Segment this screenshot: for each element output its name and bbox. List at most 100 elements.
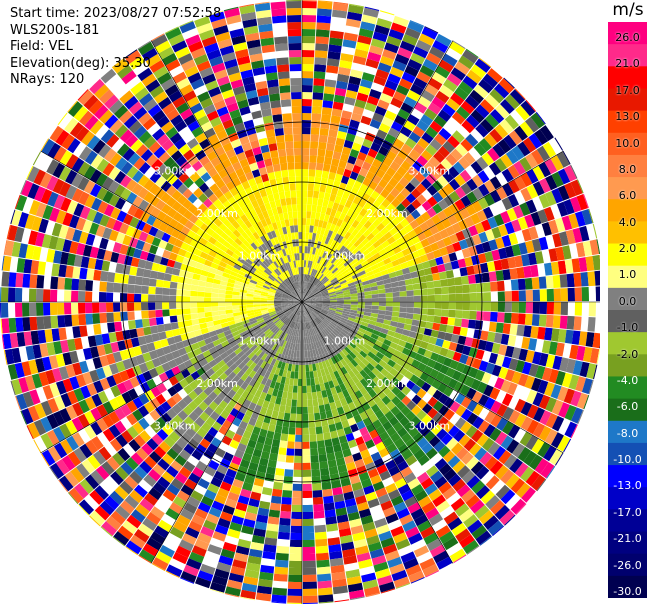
- velocity-gate: [303, 308, 306, 316]
- velocity-gate: [478, 138, 492, 152]
- velocity-gate: [253, 299, 261, 302]
- velocity-gate: [188, 551, 205, 564]
- velocity-gate: [401, 489, 414, 502]
- velocity-gate: [142, 517, 158, 531]
- velocity-gate: [466, 191, 478, 204]
- velocity-gate: [272, 374, 279, 382]
- velocity-gate: [297, 302, 302, 308]
- velocity-gate: [476, 283, 484, 293]
- velocity-gate: [406, 302, 415, 308]
- velocity-gate: [341, 484, 353, 494]
- velocity-gate: [71, 302, 79, 315]
- velocity-gate: [374, 256, 383, 264]
- velocity-gate: [337, 275, 345, 281]
- velocity-gate: [225, 298, 233, 302]
- velocity-gate: [315, 384, 321, 392]
- velocity-gate: [1, 271, 10, 287]
- velocity-gate: [385, 310, 393, 316]
- velocity-gate: [217, 359, 226, 369]
- velocity-gate: [439, 228, 449, 239]
- velocity-gate: [182, 394, 193, 405]
- velocity-gate: [299, 337, 302, 344]
- velocity-gate: [558, 402, 570, 418]
- velocity-gate: [420, 238, 430, 248]
- velocity-gate: [161, 362, 171, 372]
- velocity-gate: [399, 242, 408, 251]
- velocity-gate: [188, 336, 198, 345]
- velocity-gate: [49, 302, 58, 316]
- velocity-gate: [183, 384, 194, 395]
- velocity-gate: [254, 419, 264, 429]
- velocity-gate: [37, 329, 47, 344]
- velocity-gate: [27, 405, 40, 422]
- velocity-gate: [225, 302, 233, 306]
- velocity-gate: [545, 275, 554, 289]
- velocity-gate: [302, 21, 316, 30]
- velocity-gate: [298, 308, 301, 316]
- velocity-gate: [308, 299, 316, 301]
- velocity-gate: [312, 197, 319, 206]
- velocity-gate: [275, 552, 289, 561]
- velocity-gate: [283, 412, 291, 421]
- velocity-gate: [353, 322, 361, 328]
- velocity-gate: [462, 539, 479, 554]
- velocity-gate: [489, 387, 501, 400]
- velocity-gate: [436, 239, 446, 249]
- velocity-gate: [146, 342, 156, 352]
- velocity-gate: [421, 442, 434, 454]
- velocity-gate: [245, 367, 253, 376]
- velocity-gate: [246, 307, 254, 311]
- velocity-gate: [595, 286, 600, 302]
- velocity-gate: [249, 362, 257, 370]
- velocity-gate: [443, 468, 457, 482]
- velocity-gate: [327, 136, 337, 145]
- velocity-gate: [308, 304, 316, 308]
- velocity-gate: [357, 35, 372, 45]
- velocity-gate: [351, 142, 362, 152]
- velocity-gate: [218, 293, 226, 298]
- velocity-gate: [284, 326, 290, 334]
- velocity-gate: [249, 319, 258, 325]
- velocity-gate: [365, 58, 380, 69]
- velocity-gate: [388, 177, 399, 188]
- velocity-gate: [321, 308, 329, 312]
- velocity-gate: [93, 323, 102, 335]
- velocity-gate: [539, 289, 547, 302]
- velocity-gate: [322, 353, 328, 361]
- velocity-gate: [264, 328, 271, 335]
- velocity-gate: [475, 349, 485, 360]
- velocity-gate: [309, 313, 314, 321]
- velocity-gate: [305, 274, 308, 282]
- velocity-gate: [564, 165, 577, 182]
- velocity-gate: [432, 249, 442, 259]
- velocity-gate: [103, 250, 113, 262]
- velocity-gate: [291, 504, 302, 512]
- velocity-gate: [326, 262, 333, 270]
- velocity-gate: [226, 579, 243, 590]
- velocity-gate: [429, 138, 442, 151]
- velocity-gate: [350, 299, 358, 302]
- velocity-gate: [277, 184, 285, 193]
- velocity-gate: [325, 410, 333, 419]
- velocity-gate: [280, 376, 286, 385]
- velocity-gate: [321, 481, 332, 490]
- velocity-gate: [534, 251, 544, 264]
- velocity-gate: [351, 219, 360, 229]
- velocity-gate: [466, 400, 478, 412]
- velocity-gate: [193, 248, 202, 257]
- velocity-gate: [313, 225, 318, 234]
- velocity-gate: [364, 154, 375, 165]
- velocity-gate: [297, 343, 300, 351]
- velocity-gate: [260, 377, 268, 386]
- velocity-gate: [425, 52, 442, 66]
- velocity-gate: [462, 284, 470, 294]
- velocity-gate: [332, 217, 339, 226]
- velocity-gate: [310, 285, 316, 292]
- velocity-gate: [267, 349, 274, 357]
- velocity-gate: [275, 468, 285, 476]
- velocity-gate: [311, 469, 321, 477]
- velocity-gate: [395, 269, 404, 277]
- velocity-gate: [323, 192, 331, 201]
- velocity-gate: [169, 315, 178, 323]
- velocity-gate: [334, 314, 342, 319]
